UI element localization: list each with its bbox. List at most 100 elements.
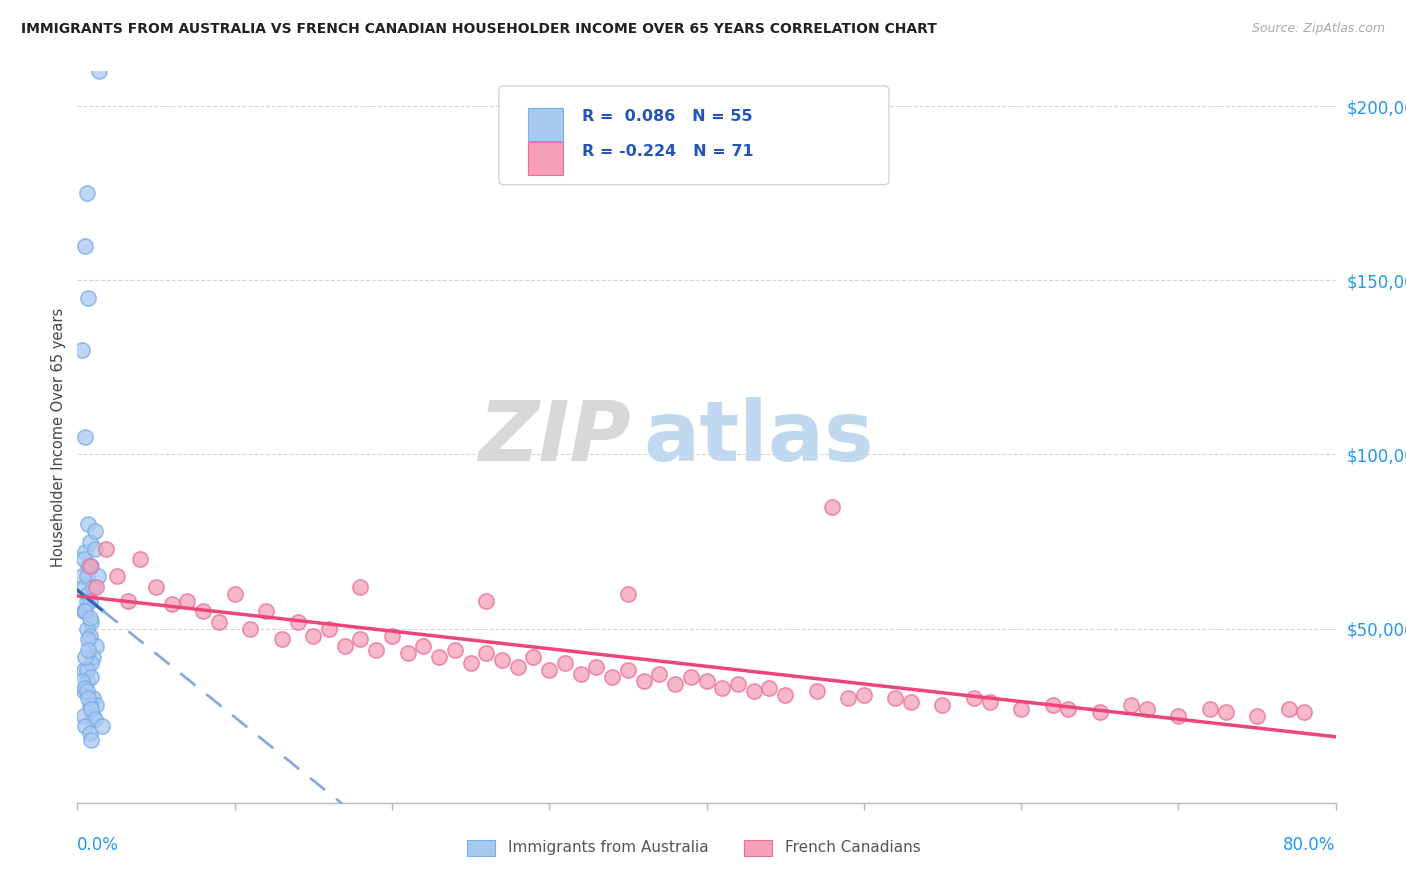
Point [270,632,292,646]
Point [900,695,922,709]
Point [91,719,114,733]
Point [475,594,498,608]
Point [145,580,167,594]
Point [80,657,103,671]
Point [600,670,623,684]
Point [80,670,103,684]
Point [1136,702,1159,716]
Point [84,698,107,713]
Point [75,238,97,252]
Point [806,684,828,698]
Point [1010,702,1032,716]
Bar [527,108,562,141]
Point [77,642,100,657]
Point [679,670,702,684]
Point [931,698,953,713]
Point [538,664,561,678]
Point [224,587,246,601]
Text: 0.0%: 0.0% [77,836,120,854]
Point [72,708,94,723]
Point [87,569,110,583]
Point [70,569,93,583]
Point [1042,698,1064,713]
Point [617,587,640,601]
Point [176,594,198,608]
Point [979,695,1001,709]
Text: R = -0.224   N = 71: R = -0.224 N = 71 [582,144,754,159]
Text: atlas: atlas [644,397,875,477]
Y-axis label: Householder Income Over 65 years: Householder Income Over 65 years [51,308,66,566]
Point [1246,708,1268,723]
Point [72,664,94,678]
Point [84,639,107,653]
Point [105,569,128,583]
Point [396,646,419,660]
Point [75,649,97,664]
Point [366,642,388,657]
Point [70,343,93,357]
Point [94,541,117,556]
Text: Source: ZipAtlas.com: Source: ZipAtlas.com [1251,22,1385,36]
Point [75,430,97,444]
Point [89,64,111,78]
Point [333,639,356,653]
Point [254,604,277,618]
Text: Immigrants from Australia: Immigrants from Australia [508,840,709,855]
Point [648,667,671,681]
Point [1215,705,1237,719]
Point [76,186,98,201]
Point [84,580,107,594]
Point [475,646,498,660]
Point [80,615,103,629]
Point [427,649,450,664]
Point [79,611,101,625]
Point [1277,702,1299,716]
Point [1198,702,1220,716]
Point [75,545,97,559]
Point [75,719,97,733]
Point [79,594,101,608]
Point [77,587,100,601]
Point [160,597,183,611]
Bar [527,143,562,175]
Point [82,649,104,664]
Point [76,622,98,636]
Text: 80.0%: 80.0% [1284,836,1336,854]
Point [302,629,325,643]
Point [1167,708,1189,723]
Point [852,688,875,702]
Point [76,684,98,698]
Bar [467,840,495,856]
Point [82,691,104,706]
Point [70,673,93,688]
Text: IMMIGRANTS FROM AUSTRALIA VS FRENCH CANADIAN HOUSEHOLDER INCOME OVER 65 YEARS CO: IMMIGRANTS FROM AUSTRALIA VS FRENCH CANA… [21,22,936,37]
Point [72,684,94,698]
Point [758,681,780,695]
Point [75,604,97,618]
Point [711,681,734,695]
Point [412,639,434,653]
Point [77,291,100,305]
Point [79,698,101,713]
Point [664,677,686,691]
Point [83,524,105,538]
Point [83,712,105,726]
Point [76,673,98,688]
Point [522,649,544,664]
Bar [744,840,772,856]
Point [83,541,105,556]
Point [77,558,100,573]
Point [76,664,98,678]
Point [80,733,103,747]
Point [318,622,340,636]
Point [727,677,749,691]
Point [76,594,98,608]
Point [117,594,139,608]
Point [821,500,844,514]
Text: R =  0.086   N = 55: R = 0.086 N = 55 [582,110,752,124]
Point [460,657,482,671]
Point [72,580,94,594]
Point [79,726,101,740]
Point [569,667,592,681]
Point [444,642,467,657]
